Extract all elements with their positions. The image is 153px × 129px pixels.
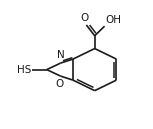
- Text: O: O: [55, 79, 63, 89]
- Text: O: O: [80, 13, 89, 23]
- Text: N: N: [57, 50, 65, 60]
- Text: OH: OH: [105, 15, 121, 25]
- Text: HS: HS: [17, 65, 32, 75]
